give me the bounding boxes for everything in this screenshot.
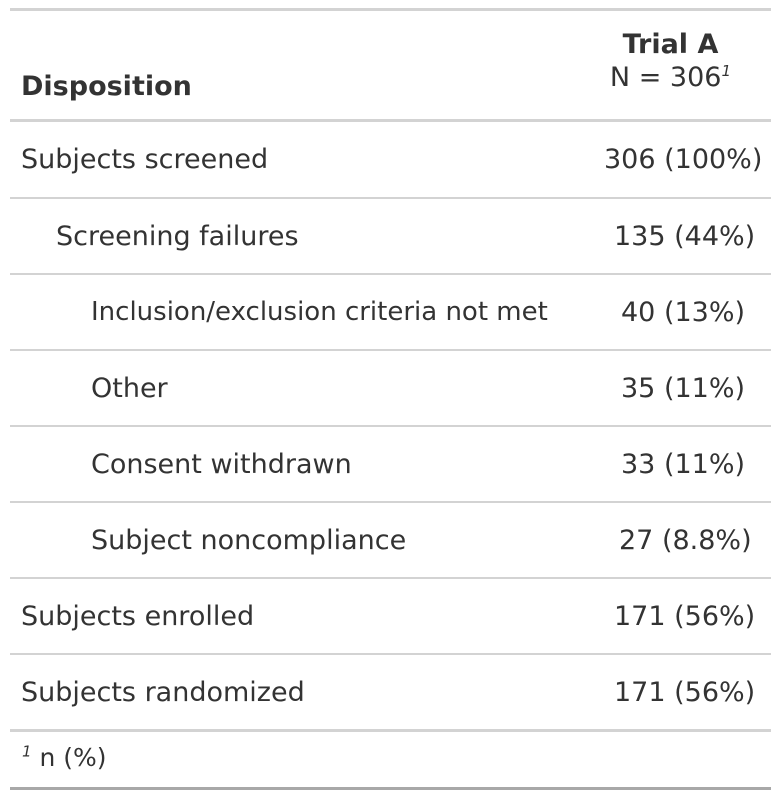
row-value: 135 (44%) bbox=[614, 221, 756, 252]
column-header-disposition: Disposition bbox=[21, 71, 192, 102]
row-value: 40 (13%) bbox=[621, 297, 746, 328]
table-row: Subjects screened 306 (100%) bbox=[10, 122, 771, 197]
row-divider bbox=[10, 501, 771, 503]
row-value: 27 (8.8%) bbox=[619, 525, 752, 556]
row-label: Subjects enrolled bbox=[21, 601, 255, 632]
row-divider bbox=[10, 653, 771, 655]
row-label: Subjects screened bbox=[21, 144, 269, 175]
table-row: Consent withdrawn 33 (11%) bbox=[10, 427, 771, 502]
row-label: Consent withdrawn bbox=[91, 449, 352, 480]
table-bottom-rule bbox=[10, 787, 771, 790]
row-divider bbox=[10, 425, 771, 427]
row-label: Subjects randomized bbox=[21, 677, 305, 708]
row-divider bbox=[10, 273, 771, 275]
table-row: Subjects enrolled 171 (56%) bbox=[10, 579, 771, 654]
footnote-mark: 1 bbox=[22, 742, 32, 761]
table-row: Subjects randomized 171 (56%) bbox=[10, 655, 771, 730]
row-divider bbox=[10, 577, 771, 579]
table-row: Screening failures 135 (44%) bbox=[10, 199, 771, 274]
row-value: 171 (56%) bbox=[614, 601, 756, 632]
body-bottom-rule bbox=[10, 729, 771, 732]
header-bottom-rule bbox=[10, 119, 771, 122]
column-n: N = 3061 bbox=[610, 61, 731, 95]
row-value: 171 (56%) bbox=[614, 677, 756, 708]
table-row: Subject noncompliance 27 (8.8%) bbox=[10, 503, 771, 578]
row-label: Screening failures bbox=[56, 221, 299, 252]
column-header-trial-a: Trial A N = 3061 bbox=[610, 29, 731, 95]
row-divider bbox=[10, 197, 771, 199]
row-value: 35 (11%) bbox=[621, 373, 746, 404]
table-row: Inclusion/exclusion criteria not met 40 … bbox=[10, 275, 771, 350]
row-value: 306 (100%) bbox=[604, 144, 763, 175]
footnote-text: n (%) bbox=[39, 743, 107, 772]
row-value: 33 (11%) bbox=[621, 449, 746, 480]
column-n-text: N = 306 bbox=[609, 62, 722, 93]
row-label: Subject noncompliance bbox=[91, 525, 407, 556]
footnote-mark: 1 bbox=[721, 62, 731, 80]
column-title: Trial A bbox=[622, 29, 719, 60]
table-top-rule bbox=[10, 8, 771, 11]
row-label: Other bbox=[91, 373, 168, 404]
table-footnote: 1 n (%) bbox=[22, 743, 107, 772]
row-label: Inclusion/exclusion criteria not met bbox=[91, 297, 548, 327]
table-row: Other 35 (11%) bbox=[10, 351, 771, 426]
row-divider bbox=[10, 349, 771, 351]
